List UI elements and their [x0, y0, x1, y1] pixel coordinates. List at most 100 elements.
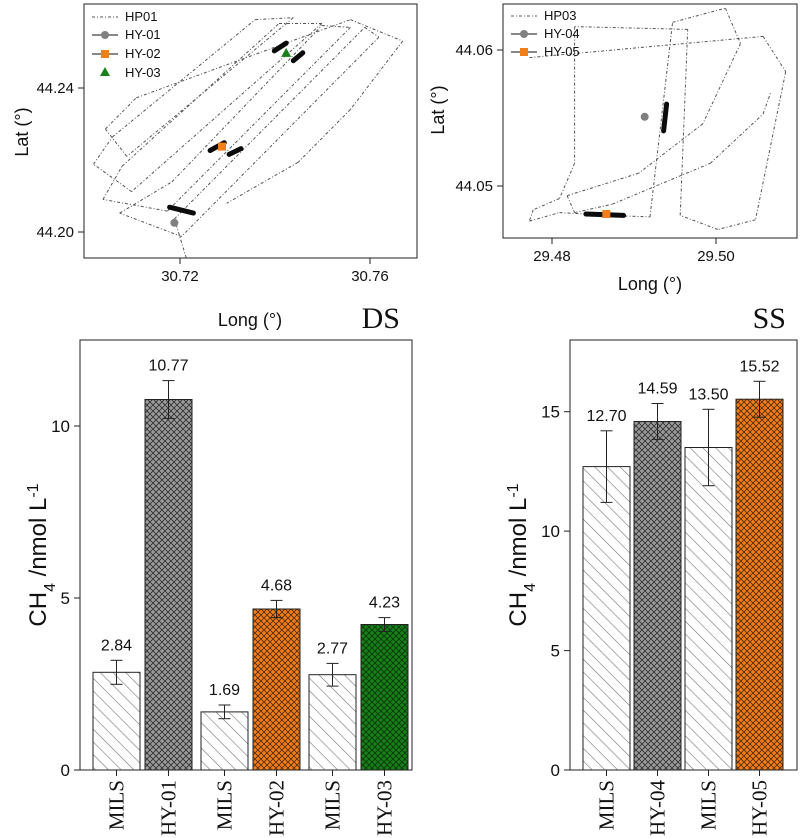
track-leg: [112, 19, 256, 138]
track-leg: [105, 128, 128, 157]
bar-panel-ss: SS CH4 /nmol L-1 0 5 10 15 12.70 MILS 14.59 HY…: [505, 302, 798, 836]
map1-track: [93, 17, 404, 259]
ytick-label: 5: [61, 589, 70, 608]
category-label: MILS: [321, 780, 345, 830]
bars1-ylabel: CH4 /nmol L-1: [25, 483, 59, 626]
hy-02-marker: [218, 142, 226, 151]
track-leg: [171, 25, 323, 183]
track-leg: [226, 161, 299, 204]
track-leg: [350, 19, 403, 42]
map-panel-hp03: 29.48 29.50 44.06 44.05 Long (°) Lat (°)…: [428, 3, 798, 294]
ylabel-main: CH: [25, 592, 52, 627]
ytick-label: 5: [551, 642, 560, 661]
track-leg: [297, 109, 351, 163]
ytick-label: 0: [61, 761, 70, 780]
map1-xtick-label: 30.76: [351, 268, 389, 285]
map1-ytick-label: 44.20: [36, 224, 74, 241]
bar-mils: [200, 711, 249, 771]
map2-ylabel: Lat (°): [428, 85, 448, 134]
track-leg: [717, 219, 756, 230]
track-leg: [533, 198, 560, 211]
data-label: 14.59: [637, 381, 677, 398]
ytick-label: 10: [541, 522, 560, 541]
track-leg: [102, 165, 123, 200]
map2-ytick-label: 44.06: [455, 42, 493, 59]
ylabel-sup: -1: [25, 483, 42, 497]
map2-frame: [502, 3, 798, 239]
track-leg: [102, 198, 168, 212]
ylabel-mid: /nmol L: [25, 498, 52, 583]
bars2-axis: 0 5 10 15: [541, 403, 570, 780]
legend-hy01-marker: [101, 31, 109, 39]
map1-frame: [83, 3, 418, 259]
track-leg: [119, 181, 173, 214]
track-leg: [762, 92, 772, 115]
track-leg: [255, 17, 294, 21]
hy-track-hy-01: [167, 204, 196, 216]
bars2-title: SS: [753, 302, 786, 335]
map2-track: [528, 7, 787, 230]
track-leg: [119, 212, 182, 237]
track-leg: [181, 36, 380, 237]
track-leg: [762, 36, 787, 72]
data-label: 4.68: [261, 577, 292, 594]
bars1-axis: 0 5 10: [51, 417, 80, 780]
track-leg: [529, 35, 764, 59]
bar-mils: [92, 671, 141, 771]
data-label: 12.70: [586, 408, 626, 425]
track-leg: [724, 8, 741, 44]
map1-markers: [170, 47, 292, 227]
track-leg: [566, 172, 639, 197]
bar-hy-05: [735, 398, 784, 771]
ylabel-main: CH: [505, 592, 532, 627]
map-panel-hp01: 30.72 30.76 44.24 44.20 Long (°) Lat (°)…: [12, 3, 418, 330]
track-leg: [608, 214, 651, 218]
track-leg: [529, 212, 560, 222]
hy-track-hy-03: [271, 40, 289, 54]
map1-ytick-label: 44.24: [36, 80, 74, 97]
category-label: HY-03: [373, 780, 397, 836]
track-leg: [174, 27, 366, 220]
bar-panel-ds: DS CH4 /nmol L-1 0 5 10 2.84 MILS 10.77 HY-01…: [25, 302, 413, 836]
track-leg: [528, 209, 534, 222]
map1-legend: HP01 HY-01 HY-02 HY-03: [92, 9, 161, 80]
bar-mils: [308, 674, 357, 771]
map2-hy-segments: [583, 101, 670, 218]
bar-mils: [684, 447, 733, 771]
bars2-ylabel: CH4 /nmol L-1: [505, 483, 539, 626]
legend-hy05-label: HY-05: [544, 44, 580, 59]
data-label: 2.84: [101, 637, 132, 654]
category-label: MILS: [595, 780, 619, 830]
hy-05-marker: [602, 210, 611, 218]
ytick-label: 0: [551, 761, 560, 780]
category-label: MILS: [213, 780, 237, 830]
track-leg: [559, 163, 576, 199]
track-leg: [612, 162, 711, 205]
bar-hy-02: [252, 608, 301, 771]
category-label: HY-05: [748, 780, 772, 836]
track-leg: [364, 26, 380, 38]
map2-xtick-label: 29.50: [697, 248, 735, 265]
track-leg: [93, 136, 113, 165]
hy-01-marker: [170, 218, 179, 227]
ylabel-mid: /nmol L: [505, 498, 532, 583]
map1-ylabel: Lat (°): [12, 107, 32, 156]
data-label: 15.52: [739, 358, 779, 375]
bars2-frame: [569, 339, 798, 771]
category-label: MILS: [697, 780, 721, 830]
bar-hy-03: [360, 624, 409, 771]
legend-hy04-label: HY-04: [544, 26, 580, 41]
legend-hp01-label: HP01: [125, 9, 158, 24]
hy-04-marker: [640, 112, 649, 121]
legend-hy01-label: HY-01: [125, 27, 161, 42]
hy-track-hy-04: [661, 101, 670, 134]
track-leg: [166, 27, 351, 212]
legend-hy03-marker: [100, 67, 110, 76]
map1-xlabel: Long (°): [218, 310, 282, 330]
ytick-label: 10: [51, 417, 70, 436]
category-label: MILS: [105, 780, 129, 830]
ytick-label: 15: [541, 403, 560, 422]
map2-xlabel: Long (°): [618, 274, 682, 294]
track-leg: [566, 195, 576, 213]
